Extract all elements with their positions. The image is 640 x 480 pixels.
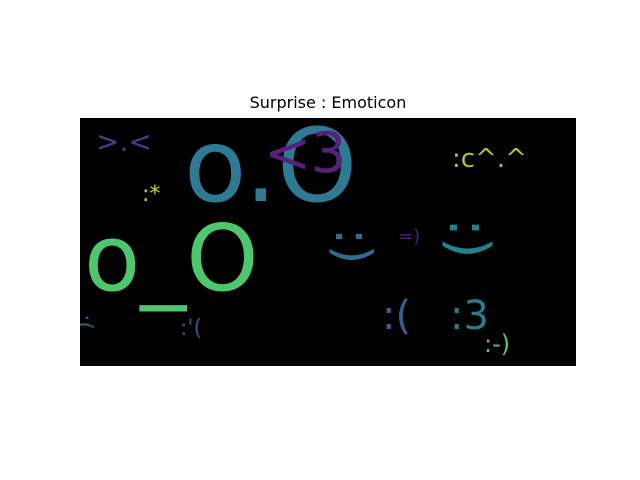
word-smile-vertical-medium: :) <box>324 228 382 265</box>
word-kiss: :* <box>142 182 161 207</box>
word-sad-vertical-small: :( <box>80 314 96 330</box>
word-squint: >.< <box>96 125 152 158</box>
word-cry: :'( <box>180 316 203 341</box>
word-c-caret: :c^.^ <box>452 144 527 174</box>
figure-title: Surprise : Emoticon <box>249 93 407 112</box>
word-cat: :3 <box>450 293 489 339</box>
word-heart: <3 <box>264 121 347 186</box>
word-o-dot-O: o.O <box>184 118 358 226</box>
word-smile-vertical-large: :) <box>436 218 501 259</box>
word-equals-smile: =) <box>398 226 421 247</box>
word-smile-nose: :-) <box>484 330 511 358</box>
word-sad: :( <box>382 293 412 339</box>
word-cloud-canvas: o.O o_O <3 :) :-) :c^.^ >.< :* :( :3 =) … <box>80 118 576 366</box>
word-o-underscore-O: o_O <box>84 205 259 312</box>
